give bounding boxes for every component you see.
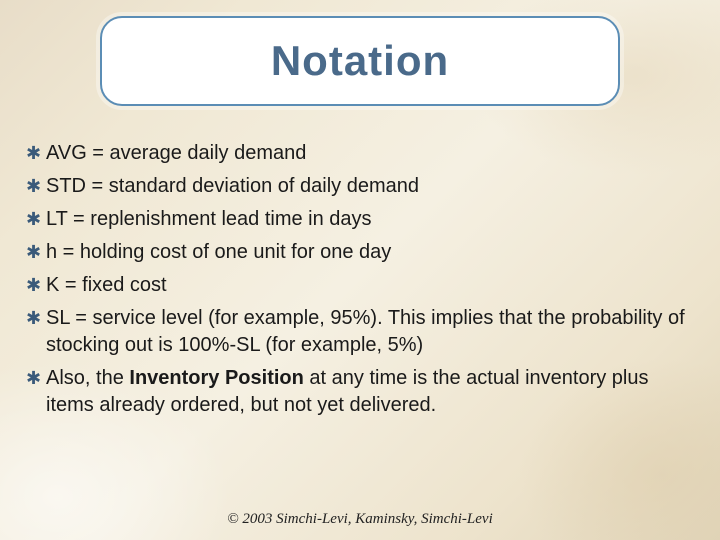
asterisk-icon: ✱ xyxy=(26,272,46,297)
asterisk-icon: ✱ xyxy=(26,140,46,165)
copyright-text: © 2003 Simchi-Levi, Kaminsky, Simchi-Lev… xyxy=(0,511,720,528)
list-item: ✱ AVG = average daily demand xyxy=(26,140,690,167)
list-item-text: AVG = average daily demand xyxy=(46,140,306,167)
list-item: ✱ h = holding cost of one unit for one d… xyxy=(26,239,690,266)
list-item-text: Also, the Inventory Position at any time… xyxy=(46,365,690,419)
list-item: ✱ STD = standard deviation of daily dema… xyxy=(26,173,690,200)
list-item: ✱ SL = service level (for example, 95%).… xyxy=(26,305,690,359)
asterisk-icon: ✱ xyxy=(26,305,46,330)
list-item: ✱ LT = replenishment lead time in days xyxy=(26,206,690,233)
list-item-text: STD = standard deviation of daily demand xyxy=(46,173,419,200)
list-item-text: K = fixed cost xyxy=(46,272,167,299)
bullet-list: ✱ AVG = average daily demand ✱ STD = sta… xyxy=(26,140,690,425)
asterisk-icon: ✱ xyxy=(26,365,46,390)
list-item: ✱ Also, the Inventory Position at any ti… xyxy=(26,365,690,419)
asterisk-icon: ✱ xyxy=(26,173,46,198)
list-item-text: LT = replenishment lead time in days xyxy=(46,206,372,233)
list-item-text: h = holding cost of one unit for one day xyxy=(46,239,391,266)
list-item-text: SL = service level (for example, 95%). T… xyxy=(46,305,690,359)
slide-title: Notation xyxy=(271,37,449,85)
list-item: ✱ K = fixed cost xyxy=(26,272,690,299)
asterisk-icon: ✱ xyxy=(26,239,46,264)
asterisk-icon: ✱ xyxy=(26,206,46,231)
title-container: Notation xyxy=(100,16,620,106)
